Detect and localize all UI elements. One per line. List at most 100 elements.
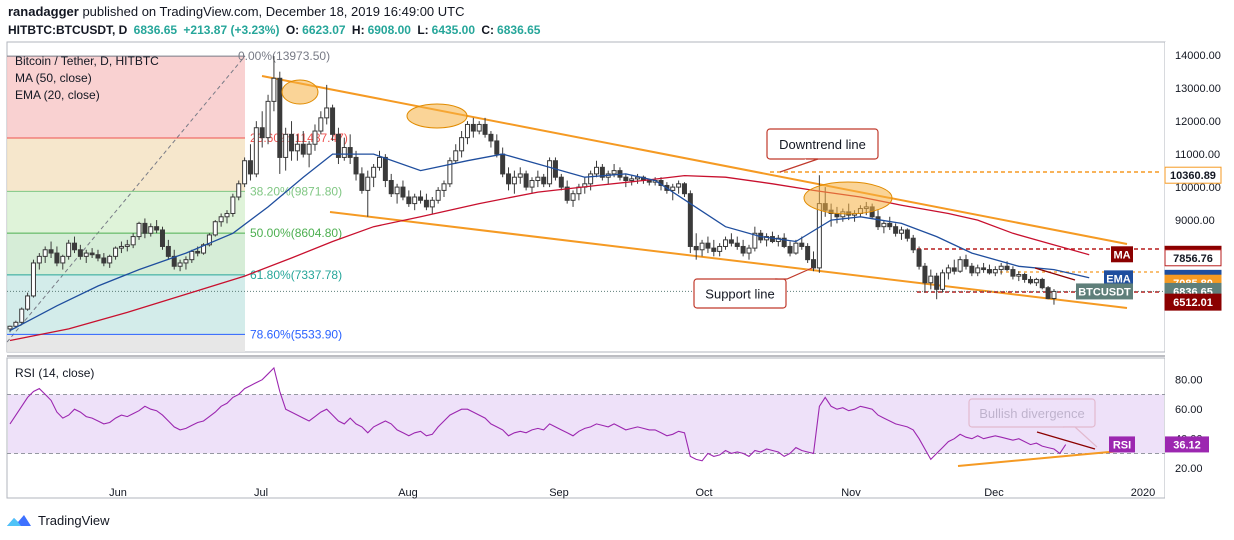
candle-body-150 [887, 222, 893, 228]
candle-body-68 [406, 196, 412, 205]
candle-body-138 [816, 203, 822, 269]
price-tick-0: 14000.00 [1175, 50, 1221, 62]
candle-body-137 [811, 259, 817, 269]
candle-body-120 [711, 247, 717, 252]
legend-ma: MA (50, close) [15, 71, 92, 85]
publisher-name[interactable]: ranadagger [8, 4, 79, 19]
candle-body-171 [1010, 269, 1016, 277]
legend: Bitcoin / Tether, D, HITBTC MA (50, clos… [15, 54, 159, 102]
moving-averages [9, 153, 1090, 342]
candle-body-30 [183, 259, 189, 264]
x-tick-jun: Jun [109, 487, 127, 499]
candle-body-136 [805, 245, 811, 261]
support-line-callout-box [693, 278, 787, 309]
candle-body-72 [429, 199, 435, 208]
fib-trend-line [6, 55, 246, 343]
candle-body-70 [418, 196, 424, 201]
candle-body-23 [142, 222, 148, 234]
x-tick-2020: 2020 [1131, 487, 1155, 499]
candle-body-91 [541, 176, 547, 185]
rsi-band [8, 394, 1164, 454]
last-price-tag-prefix: BTCUSDT [1078, 286, 1131, 298]
candle-body-24 [148, 226, 154, 234]
candle-body-121 [717, 245, 723, 252]
candle-body-51 [306, 143, 312, 155]
candle-body-13 [83, 252, 89, 257]
candle-body-8 [54, 252, 60, 264]
fib-label-1: 23.60%(11487.47) [250, 131, 348, 145]
candle-body-133 [787, 245, 793, 254]
candle-body-83 [494, 140, 500, 155]
highlight-ellipse-1 [406, 103, 468, 129]
candle-body-71 [423, 199, 429, 208]
candle-body-92 [547, 160, 553, 185]
candle-body-151 [893, 226, 899, 234]
candle-body-135 [799, 242, 805, 247]
candle-body-100 [594, 166, 599, 175]
candle-body-89 [529, 180, 535, 188]
price-tick-3: 11000.00 [1175, 149, 1220, 161]
candle-body-20 [124, 244, 130, 247]
rsi-tag-prefix: RSI [1113, 439, 1131, 451]
candle-body-113 [670, 186, 676, 191]
close-label: C: [481, 23, 495, 37]
candle-body-81 [482, 123, 488, 135]
candle-body-63 [376, 156, 382, 168]
candle-body-167 [986, 269, 992, 274]
candle-body-114 [676, 183, 682, 188]
candle-body-9 [60, 255, 66, 264]
rsi-divergence-line [1036, 431, 1096, 450]
candle-body-123 [728, 239, 734, 244]
price-tick-1: 13000.00 [1175, 83, 1221, 95]
candle-body-4 [30, 262, 36, 297]
candle-body-76 [453, 150, 459, 162]
candle-body-19 [118, 245, 124, 249]
candle-body-101 [599, 166, 605, 178]
resistance-7856-label: 7856.76 [1173, 253, 1213, 265]
candle-body-49 [294, 143, 300, 152]
candle-body-90 [535, 176, 541, 182]
high-value: 6908.00 [367, 23, 411, 37]
tradingview-brand: TradingView [38, 512, 110, 528]
candle-body-99 [588, 173, 594, 185]
candle-body-161 [951, 267, 957, 272]
candle-body-164 [969, 265, 975, 274]
price-tick-5: 9000.00 [1175, 215, 1215, 227]
candle-body-41 [247, 160, 253, 175]
candle-body-1 [13, 321, 19, 327]
open-value: 6623.07 [302, 23, 346, 37]
candle-body-29 [177, 262, 183, 267]
candle-body-26 [159, 229, 165, 247]
ma-tag-prefix: MA [1113, 249, 1130, 261]
candle-body-73 [435, 189, 441, 201]
candle-body-106 [629, 178, 635, 182]
ema20-line [9, 153, 1090, 332]
candle-body-64 [382, 156, 388, 182]
candle-body-160 [945, 267, 951, 274]
candle-body-109 [646, 180, 652, 183]
candle-body-40 [242, 160, 248, 185]
candle-body-27 [165, 245, 171, 257]
close-value: 6836.65 [497, 23, 541, 37]
candle-body-34 [206, 234, 212, 246]
rsi-support-trendline [957, 450, 1121, 467]
candle-body-169 [998, 265, 1004, 271]
candle-body-87 [517, 173, 523, 178]
fib-zone-bottom [7, 334, 245, 352]
candle-body-159 [940, 272, 946, 290]
candle-body-60 [359, 173, 365, 191]
candle-body-80 [476, 123, 482, 132]
price-axis: 14000.00 13000.00 12000.00 11000.00 10000.00… [109, 42, 1234, 500]
tradingview-footer[interactable]: TradingView [6, 512, 110, 528]
candle-body-117 [693, 245, 699, 251]
candle-body-105 [623, 176, 629, 182]
candle-body-124 [734, 242, 740, 247]
downtrend-line-callout-box [766, 128, 879, 160]
fib-label-2: 38.20%(9871.80) [250, 184, 342, 198]
open-label: O: [285, 23, 300, 37]
price-divergence-line [1034, 267, 1076, 281]
rsi-tick-1: 60.00 [1175, 404, 1203, 416]
candle-body-65 [388, 180, 394, 195]
candle-body-157 [928, 275, 934, 284]
